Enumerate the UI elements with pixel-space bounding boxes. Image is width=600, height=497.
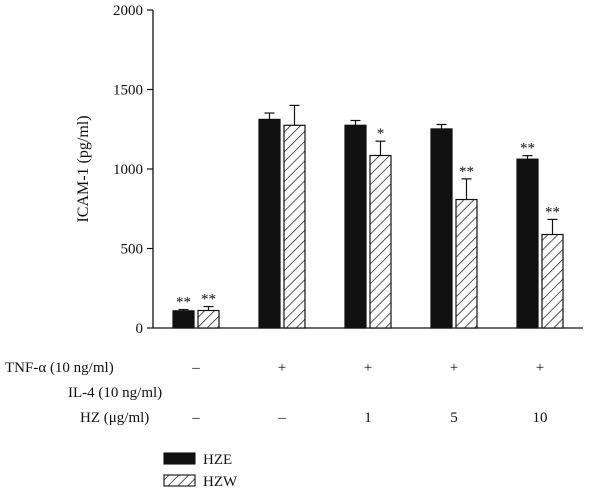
bar-hze-2 bbox=[258, 118, 281, 329]
bar-hzw-1 bbox=[197, 309, 220, 329]
y-tick-label: 1500 bbox=[113, 83, 143, 99]
legend-swatch-hzw bbox=[163, 474, 196, 487]
y-axis-label: ICAM-1 (pg/ml) bbox=[75, 115, 92, 222]
condition-label-2: IL-4 (10 ng/ml) bbox=[68, 385, 162, 401]
bar-hzw-5 bbox=[541, 233, 564, 329]
y-tick-label: 2000 bbox=[113, 3, 143, 19]
bar-hze-1 bbox=[172, 310, 195, 329]
condition-value: + bbox=[278, 360, 286, 376]
condition-value: + bbox=[364, 360, 372, 376]
bars bbox=[172, 118, 564, 329]
significance-hzw-1: ** bbox=[201, 292, 216, 308]
condition-value: + bbox=[450, 360, 458, 376]
condition-value: 10 bbox=[533, 410, 548, 426]
y-tick-label: 500 bbox=[121, 242, 144, 258]
condition-label-1: TNF-α (10 ng/ml) bbox=[5, 360, 114, 376]
condition-value: – bbox=[191, 360, 200, 376]
significance-hze-1: ** bbox=[176, 295, 191, 311]
significance-hzw-3: * bbox=[377, 126, 385, 142]
error-bars bbox=[178, 104, 558, 311]
significance-hze-5: ** bbox=[520, 141, 535, 157]
legend-swatch-hze bbox=[163, 452, 196, 465]
condition-label-3: HZ (μg/ml) bbox=[80, 410, 149, 426]
condition-value: 5 bbox=[450, 410, 458, 426]
legend: HZE HZW bbox=[163, 452, 238, 490]
significance-hzw-5: ** bbox=[545, 204, 560, 220]
condition-value: 1 bbox=[364, 410, 372, 426]
bar-hze-4 bbox=[430, 128, 453, 329]
bar-hze-5 bbox=[516, 158, 539, 329]
condition-table: TNF-α (10 ng/ml) – + + + + IL-4 (10 ng/ml) HZ (… bbox=[5, 360, 548, 426]
bar-hzw-3 bbox=[369, 154, 392, 329]
significance-labels: *********** bbox=[176, 126, 560, 310]
legend-label-hzw: HZW bbox=[203, 474, 238, 490]
significance-hzw-4: ** bbox=[459, 164, 474, 180]
y-axis: 0 500 1000 1500 2000 ICAM-1 (pg/ml) bbox=[75, 3, 583, 337]
bar-hze-3 bbox=[344, 124, 367, 329]
y-tick-label: 0 bbox=[136, 321, 144, 337]
condition-value: – bbox=[191, 410, 200, 426]
condition-value: + bbox=[536, 360, 544, 376]
y-tick-label: 1000 bbox=[113, 162, 143, 178]
legend-label-hze: HZE bbox=[203, 452, 232, 468]
condition-value: – bbox=[277, 410, 286, 426]
bar-hzw-4 bbox=[455, 198, 478, 329]
bar-hzw-2 bbox=[283, 124, 306, 329]
